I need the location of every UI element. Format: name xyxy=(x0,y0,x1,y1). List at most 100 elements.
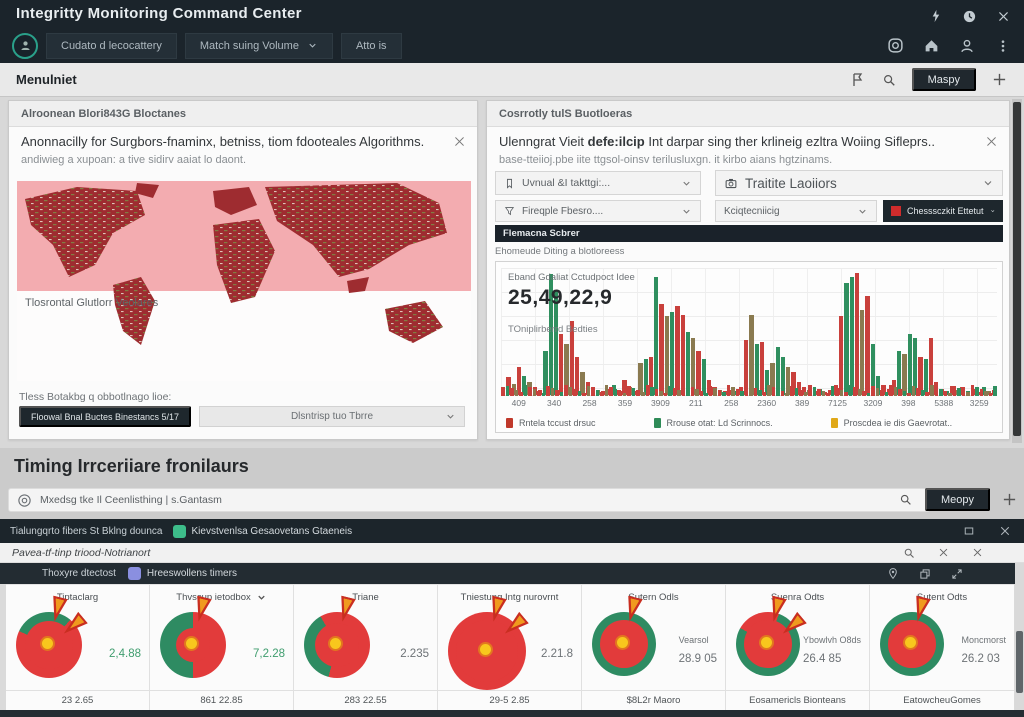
traffic-message-sub: base-tteiioj.pbe iite ttgsol-oinsv teril… xyxy=(499,154,833,166)
traffic-locations-label: Traitite Laoiiors xyxy=(745,175,837,191)
gauge-value: 26.2 03 xyxy=(961,653,1000,665)
subwindow-scrollbar-thumb[interactable] xyxy=(1016,631,1023,693)
user-location-button[interactable]: Cudato d lecocattery xyxy=(46,32,177,59)
expand-icon[interactable] xyxy=(948,565,966,583)
views-dropdown[interactable]: Uvnual &I takttgi:... xyxy=(495,171,701,195)
fireple-dropdown[interactable]: Fireqple Fbesro.... xyxy=(495,200,701,222)
status-badge-green: Kievstvenlsa Gesaovetans Gtaeneis xyxy=(172,524,352,538)
column-header: Suenra Odts xyxy=(770,592,825,603)
gauge-column-2[interactable]: Thvscup ietodbox 7,2.28 861 22.85 xyxy=(150,585,294,710)
gauge-column-6[interactable]: Suenra Odts Ybowlvh O8ds 26.4 85 Eosameri… xyxy=(726,585,870,710)
maximize-icon[interactable] xyxy=(960,522,978,540)
app-titlebar: Integritty Monitoring Command Center Cud… xyxy=(0,0,1024,63)
purple-badge-icon xyxy=(127,567,141,580)
volume-dropdown[interactable]: Match suing Volume xyxy=(184,32,333,59)
dismiss-icon[interactable] xyxy=(453,135,466,148)
close-icon[interactable] xyxy=(996,522,1014,540)
map-label: Tlosrontal Glutlorr Veolares xyxy=(25,297,159,309)
checkpoint-button[interactable]: Chesssczkit Ettetut xyxy=(883,200,1003,222)
maspy-button-label: Maspy xyxy=(927,73,960,86)
timing-search[interactable] xyxy=(8,488,930,512)
plus-icon[interactable] xyxy=(990,71,1008,89)
column-footer: Eosamericls Bionteans xyxy=(726,690,869,710)
traffic-bar-chart: Eband Gdaliat Cctudpoct Idee 25,49,22,9 … xyxy=(495,261,1003,433)
kcq-dropdown[interactable]: Kciqtecniicig xyxy=(715,200,877,222)
bar-chart-legend: Rntela tccust drsuc Rrouse otat: Ld Scrin… xyxy=(506,418,952,428)
close-icon[interactable] xyxy=(934,544,952,562)
traffic-locations-dropdown[interactable]: Traitite Laoiiors xyxy=(715,170,1003,196)
kebab-menu-icon[interactable] xyxy=(994,37,1012,55)
user-location-label: Cudato d lecocattery xyxy=(61,39,162,52)
traffic-message-post: Int darpar sing ther krlineig ezltra Woi… xyxy=(644,134,935,149)
person-icon[interactable] xyxy=(958,37,976,55)
chevron-down-icon xyxy=(683,181,690,186)
left-footer-label: Tless Botakbg q obbotlnago lioe: xyxy=(19,391,172,403)
column-footer: 283 22.55 xyxy=(294,690,437,710)
bar-chart-baseline xyxy=(501,383,997,396)
world-map[interactable]: Tlosrontal Glutlorr Veolares xyxy=(17,181,471,381)
views-dropdown-label: Uvnual &I takttgi:... xyxy=(522,177,611,189)
close-icon[interactable] xyxy=(994,7,1012,25)
gauge-column-4[interactable]: Tniestung Intg nurovrnt 2.21.8 29-5 2.85 xyxy=(438,585,582,710)
search-icon[interactable] xyxy=(880,71,898,89)
gauge-chart xyxy=(736,612,800,676)
green-badge-icon xyxy=(172,524,186,538)
status-badge-purple: Hreeswollens timers xyxy=(127,567,237,580)
subwindow-subtitle: Pavea-tf-tinp triood-Notrianort xyxy=(12,546,151,559)
column-header: Sutent Odts xyxy=(916,592,968,603)
menubar-title: Menulniet xyxy=(16,72,77,87)
gauge-value: 2.21.8 xyxy=(541,648,573,660)
timing-section: Timing Irrceriiare fronilaurs Meopy xyxy=(0,448,1024,519)
maspy-button[interactable]: Maspy xyxy=(911,68,976,91)
main-scrollbar-thumb[interactable] xyxy=(1013,102,1021,436)
close-icon[interactable] xyxy=(968,544,986,562)
clock-icon[interactable] xyxy=(960,7,978,25)
chart-caption: Ehomeude Diting a blotloreess xyxy=(495,246,625,257)
red-status-icon xyxy=(891,206,901,216)
dismiss-icon[interactable] xyxy=(985,135,998,148)
gauge-value: 2,4.88 xyxy=(109,648,141,660)
chevron-down-icon xyxy=(309,43,316,48)
gauge-column-1[interactable]: Tiptaclarg 2,4.88 23 2.65 xyxy=(6,585,150,710)
column-header: Triane xyxy=(352,592,379,603)
search-icon[interactable] xyxy=(900,544,918,562)
timeframe-dropdown[interactable]: Dlsntrisp tuo Tbrre xyxy=(199,406,465,427)
column-header: Sutern Odls xyxy=(628,592,679,603)
gauge-value-label: Ybowlvh O8ds xyxy=(802,635,861,645)
gauge-value: 26.4 85 xyxy=(802,653,842,665)
kcq-dropdown-label: Kciqtecniicig xyxy=(724,205,780,217)
traffic-message-title: Ulenngrat Vieit defe:ilcip Int darpar si… xyxy=(499,134,969,149)
subwindow-titlebar: Tialungqrto fibers St Bklng dounca Kievs… xyxy=(0,519,1024,543)
flash-icon[interactable] xyxy=(926,7,944,25)
search-icon[interactable] xyxy=(897,491,915,509)
gauge-chart xyxy=(16,612,82,678)
copy-icon[interactable] xyxy=(916,565,934,583)
timing-search-input[interactable] xyxy=(40,494,840,506)
gauge-column-7[interactable]: Sutent Odts Moncmorst 26.2 03 EatowcheuGo… xyxy=(870,585,1014,710)
flag-icon[interactable] xyxy=(848,71,866,89)
binary-sources-button[interactable]: Floowal Bnal Buctes Binestancs 5/17 xyxy=(19,406,191,427)
camera-app-icon[interactable] xyxy=(886,37,904,55)
home-icon[interactable] xyxy=(922,37,940,55)
gauge-column-3[interactable]: Triane 2.235 283 22.55 xyxy=(294,585,438,710)
traffic-panel: Cosrrotly tulS Buotloeras Ulenngrat Viei… xyxy=(486,100,1010,440)
gauge-chart xyxy=(592,612,656,676)
chart-title-bar: Flemacna Scbrer xyxy=(495,225,1003,242)
subwindow-scrollbar[interactable] xyxy=(1015,563,1024,710)
fireple-dropdown-label: Fireqple Fbesro.... xyxy=(522,205,604,217)
column-footer: $8L2r Maoro xyxy=(582,690,725,710)
bottom-strip xyxy=(0,710,1024,717)
filter-icon xyxy=(504,207,515,216)
meopy-button[interactable]: Meopy xyxy=(924,488,990,511)
plus-icon[interactable] xyxy=(1000,491,1018,509)
auto-button[interactable]: Atto is xyxy=(340,32,402,59)
gauge-value: 2.235 xyxy=(400,648,429,660)
bar-chart-xticks: 409 340 258 359 3909 211 258 2360 389 7125 3209 398… xyxy=(511,398,989,408)
timeframe-dropdown-label: Dlsntrisp tuo Tbrre xyxy=(290,411,374,422)
bookmark-icon xyxy=(506,178,513,189)
gauge-column-5[interactable]: Sutern Odls Vearsol 28.9 05 $8L2r Maoro xyxy=(582,585,726,710)
toolbar-text: Thoxyre dtectost xyxy=(42,568,116,579)
location-pin-icon[interactable] xyxy=(884,565,902,583)
main-scrollbar[interactable] xyxy=(1012,99,1022,443)
avatar[interactable] xyxy=(12,32,38,59)
